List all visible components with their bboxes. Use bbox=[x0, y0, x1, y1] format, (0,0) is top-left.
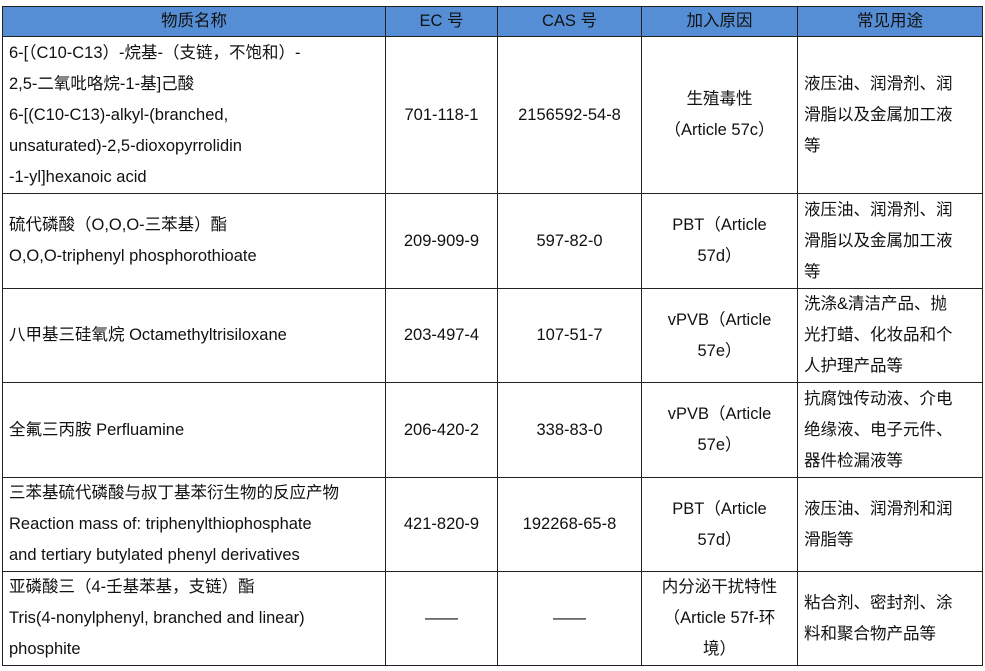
ec-number-cell: 209-909-9 bbox=[385, 193, 498, 289]
reason-cell: PBT（Article 57d） bbox=[641, 193, 798, 289]
cell-line: 八甲基三硅氧烷 Octamethyltrisiloxane bbox=[9, 326, 287, 344]
header-cas-number: CAS 号 bbox=[497, 6, 642, 37]
reason-cell: vPVB（Article 57e） bbox=[641, 382, 798, 478]
cell-line: vPVB（Article bbox=[667, 405, 772, 423]
cell-line: unsaturated)-2,5-dioxopyrrolidin bbox=[9, 136, 242, 155]
common-uses-cell: 液压油、润滑剂、润 滑脂以及金属加工液等 bbox=[797, 193, 983, 289]
reason-cell: PBT（Article 57d） bbox=[641, 477, 798, 572]
cell-line: 硫代磷酸（O,O,O-三苯基）酯 bbox=[9, 216, 228, 234]
cas-number-cell: 338-83-0 bbox=[497, 382, 642, 478]
cell-line: （Article 57c） bbox=[664, 121, 775, 139]
substance-table: 物质名称 EC 号 CAS 号 加入原因 常见用途 6-[（C10-C13）-烷… bbox=[2, 6, 983, 666]
common-uses-cell: 液压油、润滑剂和润 滑脂等 bbox=[797, 477, 983, 572]
cell-line: O,O,O-triphenyl phosphorothioate bbox=[9, 247, 257, 265]
cell-line: 液压油、润滑剂、润 bbox=[804, 200, 953, 219]
ec-number-cell: 203-497-4 bbox=[385, 288, 498, 383]
cell-line: phosphite bbox=[9, 640, 81, 658]
ec-number-cell: —— bbox=[385, 571, 498, 666]
cell-line: 滑脂以及金属加工液 bbox=[804, 105, 953, 124]
common-uses-cell: 粘合剂、密封剂、涂 料和聚合物产品等 bbox=[797, 571, 983, 666]
table-row: 全氟三丙胺 Perfluamine 206-420-2 338-83-0 vPVB（A… bbox=[2, 382, 983, 478]
cell-line: 料和聚合物产品等 bbox=[804, 624, 936, 643]
header-common-uses: 常见用途 bbox=[797, 6, 983, 37]
cell-line: 内分泌干扰特性 bbox=[661, 578, 778, 596]
cell-line: PBT（Article bbox=[672, 499, 767, 518]
cell-line: Reaction mass of: triphenylthiophosphate bbox=[9, 515, 312, 533]
cas-number-cell: 192268-65-8 bbox=[497, 477, 642, 572]
common-uses-cell: 液压油、润滑剂、润 滑脂以及金属加工液等 bbox=[797, 36, 983, 194]
substance-name-cell: 全氟三丙胺 Perfluamine bbox=[2, 382, 386, 478]
cell-line: 等 bbox=[804, 136, 821, 155]
cell-line: PBT（Article bbox=[672, 216, 767, 234]
cell-line: 6-[(C10-C13)-alkyl-(branched, bbox=[9, 105, 229, 124]
header-substance-name: 物质名称 bbox=[2, 6, 386, 37]
cell-line: 滑脂等 bbox=[804, 530, 854, 549]
cell-line: 亚磷酸三（4-壬基苯基，支链）酯 bbox=[9, 578, 255, 596]
table-row: 八甲基三硅氧烷 Octamethyltrisiloxane 203-497-4 10… bbox=[2, 288, 983, 383]
header-reason: 加入原因 bbox=[641, 6, 798, 37]
common-uses-cell: 洗涤&清洁产品、抛 光打蜡、化妆品和个 人护理产品等 bbox=[797, 288, 983, 383]
cell-line: 人护理产品等 bbox=[804, 357, 903, 375]
common-uses-cell: 抗腐蚀传动液、介电 绝缘液、电子元件、 器件检漏液等 bbox=[797, 382, 983, 478]
table-body: 6-[（C10-C13）-烷基-（支链，不饱和）- 2,5-二氧吡咯烷-1-基]己… bbox=[2, 36, 983, 666]
cell-line: 三苯基硫代磷酸与叔丁基苯衍生物的反应产物 bbox=[9, 484, 339, 502]
cell-line: 57d） bbox=[697, 247, 742, 265]
cell-line: 洗涤&清洁产品、抛 bbox=[804, 295, 948, 313]
cell-line: 全氟三丙胺 Perfluamine bbox=[9, 420, 185, 439]
cell-line: 器件检漏液等 bbox=[804, 451, 903, 470]
cell-line: 抗腐蚀传动液、介电 bbox=[804, 389, 953, 408]
cell-line: and tertiary butylated phenyl derivative… bbox=[9, 546, 300, 564]
cell-line: vPVB（Article bbox=[667, 310, 772, 329]
cell-line: 滑脂以及金属加工液 bbox=[804, 231, 953, 250]
substance-name-cell: 硫代磷酸（O,O,O-三苯基）酯 O,O,O-triphenyl phosphor… bbox=[2, 193, 386, 289]
cell-line: 光打蜡、化妆品和个 bbox=[804, 326, 953, 344]
reason-cell: vPVB（Article 57e） bbox=[641, 288, 798, 383]
ec-number-cell: 701-118-1 bbox=[385, 36, 498, 194]
substance-name-cell: 三苯基硫代磷酸与叔丁基苯衍生物的反应产物 Reaction mass of: tr… bbox=[2, 477, 386, 572]
header-ec-number: EC 号 bbox=[385, 6, 498, 37]
cell-line: 2,5-二氧吡咯烷-1-基]己酸 bbox=[9, 74, 195, 93]
substance-name-cell: 八甲基三硅氧烷 Octamethyltrisiloxane bbox=[2, 288, 386, 383]
cas-number-cell: 597-82-0 bbox=[497, 193, 642, 289]
reason-cell: 生殖毒性 （Article 57c） bbox=[641, 36, 798, 194]
ec-number-cell: 421-820-9 bbox=[385, 477, 498, 572]
cell-line: 液压油、润滑剂、润 bbox=[804, 74, 953, 93]
substance-name-cell: 亚磷酸三（4-壬基苯基，支链）酯 Tris(4-nonylphenyl, bran… bbox=[2, 571, 386, 666]
ec-number-cell: 206-420-2 bbox=[385, 382, 498, 478]
cell-line: 绝缘液、电子元件、 bbox=[804, 420, 953, 439]
table-row: 亚磷酸三（4-壬基苯基，支链）酯 Tris(4-nonylphenyl, bran… bbox=[2, 571, 983, 666]
cell-line: -1-yl]hexanoic acid bbox=[9, 167, 147, 186]
reason-cell: 内分泌干扰特性 （Article 57f-环 境） bbox=[641, 571, 798, 666]
cell-line: 57d） bbox=[697, 530, 742, 549]
cas-number-cell: 107-51-7 bbox=[497, 288, 642, 383]
cell-line: 57e） bbox=[697, 436, 742, 454]
cell-line: 液压油、润滑剂和润 bbox=[804, 499, 953, 518]
cell-line: Tris(4-nonylphenyl, branched and linear) bbox=[9, 609, 305, 627]
substance-name-cell: 6-[（C10-C13）-烷基-（支链，不饱和）- 2,5-二氧吡咯烷-1-基]己… bbox=[2, 36, 386, 194]
cell-line: 等 bbox=[804, 262, 821, 281]
cas-number-cell: 2156592-54-8 bbox=[497, 36, 642, 194]
cell-line: （Article 57f-环 bbox=[663, 609, 776, 627]
table-row: 硫代磷酸（O,O,O-三苯基）酯 O,O,O-triphenyl phosphor… bbox=[2, 193, 983, 289]
cell-line: 生殖毒性 bbox=[686, 90, 753, 108]
table-header-row: 物质名称 EC 号 CAS 号 加入原因 常见用途 bbox=[2, 6, 983, 37]
cell-line: 6-[（C10-C13）-烷基-（支链，不饱和）- bbox=[9, 43, 301, 62]
table-row: 6-[（C10-C13）-烷基-（支链，不饱和）- 2,5-二氧吡咯烷-1-基]己… bbox=[2, 36, 983, 194]
cell-line: 57e） bbox=[697, 341, 742, 360]
cell-line: 境） bbox=[703, 640, 736, 658]
cas-number-cell: —— bbox=[497, 571, 642, 666]
cell-line: 粘合剂、密封剂、涂 bbox=[804, 593, 953, 612]
table-row: 三苯基硫代磷酸与叔丁基苯衍生物的反应产物 Reaction mass of: tr… bbox=[2, 477, 983, 572]
